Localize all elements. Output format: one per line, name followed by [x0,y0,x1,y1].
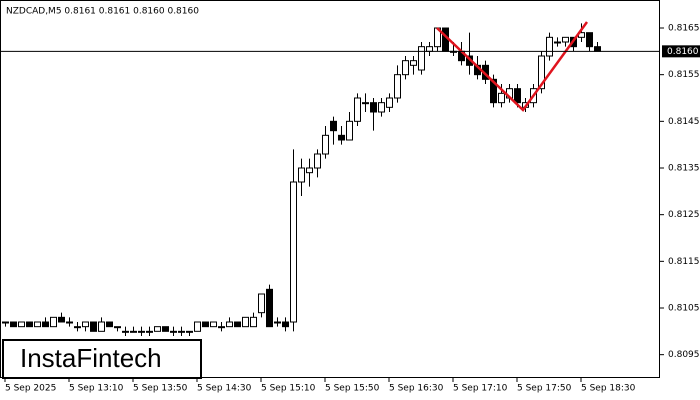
candle-body [138,330,145,333]
candle-body [266,288,273,328]
candle-body [306,167,313,174]
candle-body [274,321,281,324]
candle-body [106,321,113,328]
candle-body [514,88,521,104]
x-tick-label: 5 Sep 16:30 [389,384,444,394]
candle-body [66,321,73,324]
candle-body [354,97,361,122]
candle-body [498,92,505,104]
candle-body [322,134,329,155]
candle-body [10,321,17,328]
candle-body [378,102,385,113]
candle-body [562,36,569,43]
y-tick-label: 0.8095 [668,350,700,360]
candle-body [426,46,433,52]
candle-body [186,330,193,333]
y-tick-label: 0.8125 [668,210,700,220]
candle-body [402,60,409,76]
x-tick-label: 5 Sep 15:10 [261,384,316,394]
candle-body [594,46,601,52]
candle-body [258,293,265,314]
candle-body [362,102,369,105]
candle-body [26,321,33,328]
candle-body [346,120,353,141]
x-tick-label: 5 Sep 14:30 [197,384,252,394]
candle-body [410,60,417,66]
candle-body [538,55,545,90]
candle-body [82,321,89,328]
x-tick-label: 5 Sep 17:10 [453,384,508,394]
logo-box [2,339,202,379]
candle-body [154,326,161,332]
candle-body [122,330,129,333]
x-tick-label: 5 Sep 17:50 [517,384,572,394]
y-tick-label: 0.8135 [668,164,700,174]
candle-body [218,326,225,329]
x-tick-label: 5 Sep 13:10 [69,384,124,394]
candle-body [210,321,217,328]
candle-body [2,321,9,324]
candle-body [130,330,137,333]
candle-body [34,321,41,328]
y-tick-label: 0.8115 [668,257,700,267]
candle-body [234,321,241,328]
current-price-box [662,45,700,58]
candle-body [338,134,345,141]
candle-body [226,321,233,328]
candle-body [146,330,153,333]
candle-body [370,102,377,113]
plot-frame [0,0,660,378]
x-tick-label: 5 Sep 18:30 [581,384,636,394]
candle-body [98,321,105,332]
candle-body [202,321,209,328]
candle-body [394,74,401,99]
candle-body [58,316,65,323]
candle-body [114,326,121,329]
candle-body [330,120,337,132]
candle-body [170,330,177,333]
candle-body [554,41,561,44]
candle-body [178,330,185,333]
x-tick-label: 5 Sep 13:50 [133,384,188,394]
plot-area [2,23,601,336]
y-tick-label: 0.8105 [668,304,700,314]
y-tick-label: 0.8155 [668,70,700,80]
x-tick-label: 5 Sep 2025 [5,384,56,394]
candle-body [18,321,25,328]
candle-body [418,46,425,71]
candle-body [162,326,169,332]
candle-body [586,32,593,48]
chart-title: NZDCAD,M5 0.8161 0.8161 0.8160 0.8160 [6,7,199,17]
candle-body [242,316,249,328]
y-tick-label: 0.8165 [668,24,700,34]
candle-body [50,316,57,328]
candle-body [314,153,321,169]
current-price-label: 0.8160 [667,47,699,57]
y-tick-label: 0.8145 [668,117,700,127]
candle-body [298,167,305,183]
candle-body [90,321,97,332]
x-tick-label: 5 Sep 15:50 [325,384,380,394]
candle-body [490,78,497,104]
logo: InstaFintech [20,343,162,373]
candle-body [282,321,289,328]
candle-body [386,97,393,108]
candle-body [42,321,49,328]
candle-body [250,316,257,328]
candle-body [290,181,297,323]
candle-body [194,321,201,332]
candle-body [546,36,553,57]
candle-body [74,326,81,329]
